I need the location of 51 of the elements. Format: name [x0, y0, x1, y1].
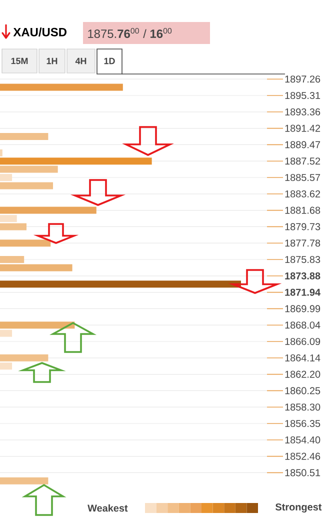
bar: [0, 264, 72, 272]
y-tick-label: 1871.94: [285, 288, 320, 296]
bar: [0, 240, 51, 247]
bar: [0, 280, 241, 288]
y-tick-label: 1856.35: [285, 420, 320, 428]
y-tick-label: 1885.57: [285, 174, 320, 182]
text: 4H: [75, 58, 86, 64]
bar: [0, 84, 123, 91]
text: Weakest: [88, 504, 128, 512]
y-tick-label: 1850.51: [285, 469, 320, 476]
bar: [0, 477, 48, 484]
bar: [0, 322, 75, 329]
y-tick-label: 1877.78: [285, 240, 320, 247]
y-tick-label: 1889.47: [285, 141, 320, 148]
y-tick-label: 1895.31: [285, 92, 320, 100]
bar: [0, 354, 48, 362]
y-tick-label: 1887.52: [285, 158, 320, 165]
chart-subtitle: 1875.76$^{00}$ / 16$^{00}$: [88, 28, 172, 38]
bar: [0, 223, 27, 230]
y-tick-label: 1852.46: [285, 452, 320, 460]
text: 15M: [11, 58, 28, 64]
bar: [0, 206, 96, 214]
y-tick-label: 1881.68: [285, 206, 320, 214]
bar: [0, 166, 58, 173]
y-tick-label: 1860.25: [285, 387, 320, 394]
y-tick-label: 1897.26: [285, 76, 320, 83]
text: Strongest: [275, 503, 322, 513]
y-tick-label: 1873.88: [285, 272, 320, 280]
y-tick-label: 1879.73: [285, 223, 320, 230]
bar: [0, 182, 54, 190]
y-tick-label: 1866.09: [285, 338, 320, 346]
y-tick-label: 1891.42: [285, 124, 320, 132]
y-tick-label: 1864.14: [285, 354, 320, 362]
bar: [0, 256, 24, 263]
y-tick-label: 1875.83: [285, 256, 320, 264]
bar: [0, 330, 12, 337]
text: 1D: [104, 58, 115, 64]
y-tick-label: 1869.99: [285, 305, 320, 312]
bar: [0, 174, 12, 181]
bar: [0, 362, 12, 370]
y-tick-label: 1893.36: [285, 108, 320, 116]
bar: [0, 132, 48, 140]
bar: [0, 214, 17, 222]
y-tick-label: 1862.20: [285, 370, 320, 378]
y-tick-label: 1854.40: [285, 436, 320, 444]
y-tick-label: 1868.04: [285, 322, 320, 329]
bar: [0, 158, 152, 165]
y-tick-label: 1883.62: [285, 190, 320, 198]
y-tick-label: 1858.30: [285, 404, 320, 411]
chart-title: XAU/USD: [13, 28, 66, 36]
text: 1H: [46, 58, 58, 64]
